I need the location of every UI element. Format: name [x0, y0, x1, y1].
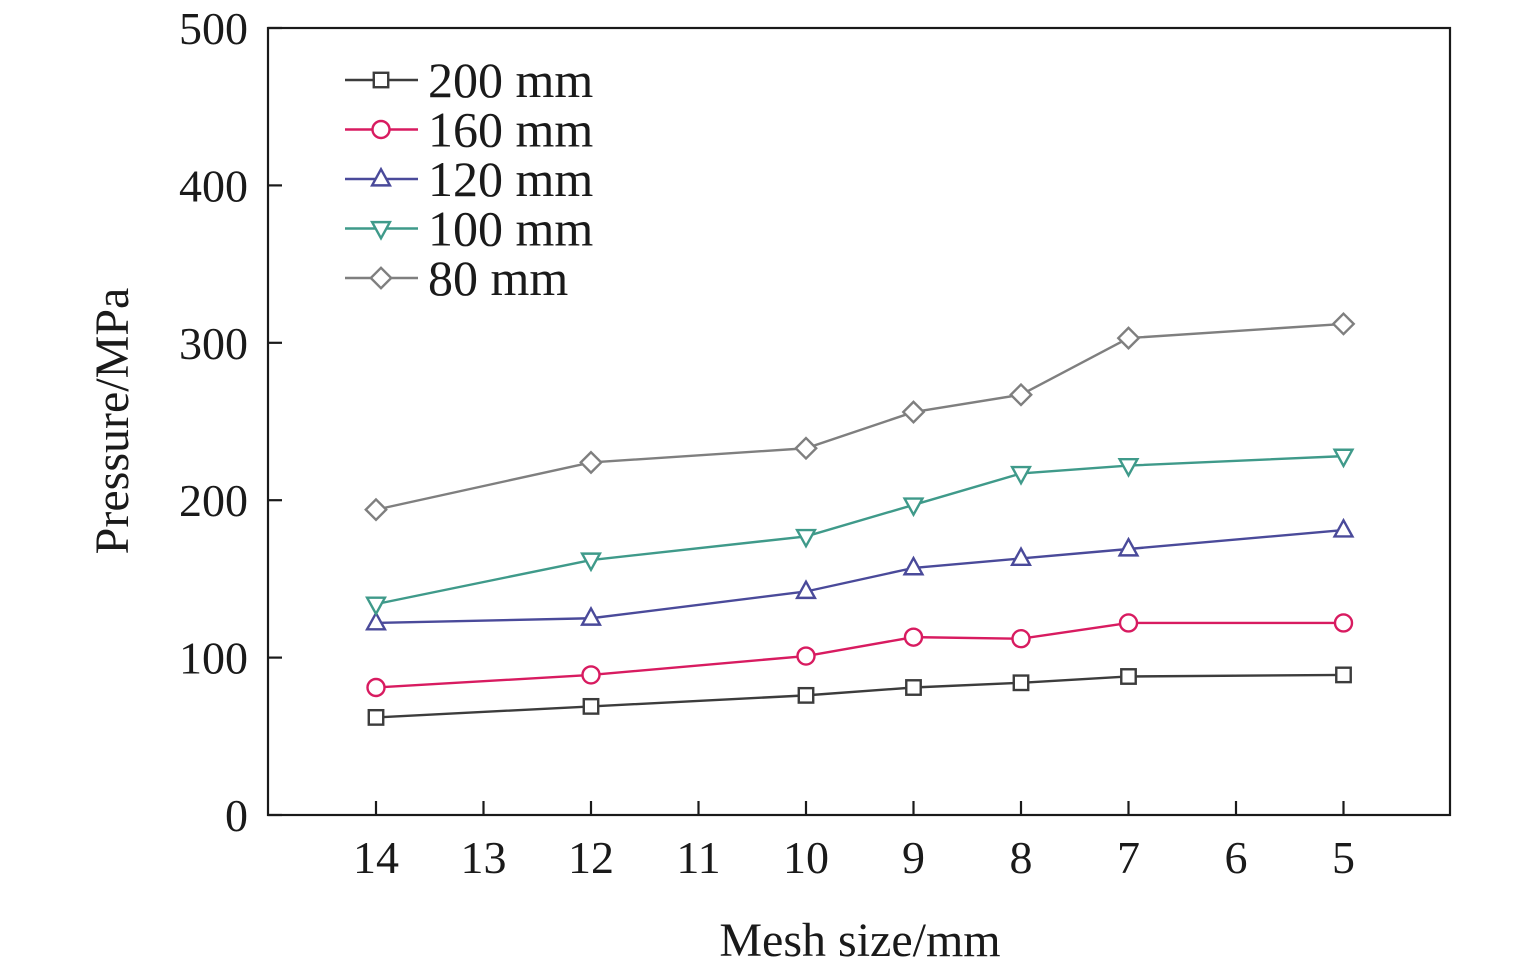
square-marker	[1012, 674, 1030, 692]
triangle-down-marker	[1117, 457, 1140, 478]
circle-marker	[903, 627, 924, 647]
series-layer	[364, 312, 1356, 726]
legend-entry: 160 mm	[345, 102, 593, 158]
diamond-marker	[579, 450, 603, 475]
x-tick-label: 7	[1117, 832, 1140, 883]
series-100-mm	[365, 448, 1355, 617]
triangle-up-marker	[1332, 517, 1355, 538]
y-tick-label: 0	[225, 790, 248, 841]
y-tick-label: 400	[179, 160, 248, 211]
diamond-marker	[1009, 382, 1033, 407]
square-marker	[582, 697, 600, 715]
circle-marker	[581, 665, 601, 685]
x-tick-label: 11	[676, 832, 720, 883]
triangle-up-marker	[580, 605, 602, 626]
legend-label: 80 mm	[428, 250, 568, 306]
y-tick-label: 300	[179, 318, 248, 369]
legend-label: 160 mm	[428, 102, 593, 158]
triangle-down-marker	[365, 596, 387, 617]
circle-marker	[371, 119, 391, 140]
x-axis-label: Mesh size/mm	[719, 914, 1000, 967]
x-axis: 14 13 12 11 10 9 8 7 6 5	[353, 801, 1355, 883]
square-marker	[1335, 666, 1352, 684]
series-160-mm	[366, 613, 1354, 698]
x-tick-label: 10	[783, 832, 829, 883]
circle-marker	[1333, 613, 1354, 633]
legend-entry: 80 mm	[345, 250, 568, 306]
triangle-up-marker	[1117, 536, 1140, 557]
x-tick-label: 14	[353, 832, 399, 883]
triangle-up-marker	[902, 555, 925, 576]
triangle-up-marker	[370, 166, 392, 187]
legend-entry: 200 mm	[345, 52, 593, 108]
diamond-marker	[794, 436, 818, 461]
triangle-up-marker	[1010, 546, 1032, 567]
diamond-marker	[901, 400, 926, 424]
square-marker	[905, 679, 922, 696]
square-marker	[1120, 668, 1137, 685]
series-line	[375, 621, 1344, 689]
legend-entry: 120 mm	[345, 151, 593, 207]
circle-marker	[1011, 629, 1031, 649]
circle-marker	[796, 646, 816, 666]
x-tick-label: 5	[1332, 832, 1355, 883]
diamond-marker	[1116, 326, 1141, 350]
circle-marker	[366, 677, 386, 698]
series-80-mm	[364, 312, 1356, 522]
legend-entry: 100 mm	[345, 201, 593, 257]
triangle-down-marker	[370, 220, 392, 241]
x-tick-label: 13	[461, 832, 507, 883]
x-tick-label: 9	[902, 832, 925, 883]
legend-label: 100 mm	[428, 201, 593, 257]
y-tick-label: 100	[179, 633, 248, 684]
series-line	[375, 528, 1344, 625]
triangle-down-marker	[902, 497, 925, 518]
legend-label: 200 mm	[428, 52, 593, 108]
y-axis-label: Pressure/MPa	[86, 288, 139, 555]
y-axis: 0 100 200 300 400 500	[179, 3, 282, 841]
triangle-up-marker	[795, 579, 817, 600]
series-line	[375, 322, 1344, 511]
series-line	[375, 673, 1344, 719]
x-tick-label: 12	[568, 832, 614, 883]
triangle-down-marker	[795, 528, 817, 549]
legend-label: 120 mm	[428, 151, 593, 207]
diamond-marker	[1331, 312, 1356, 336]
circle-marker	[1118, 613, 1139, 633]
square-marker	[372, 71, 390, 89]
square-marker	[797, 686, 815, 704]
series-200-mm	[367, 666, 1352, 726]
x-tick-label: 6	[1225, 832, 1248, 883]
diamond-marker	[369, 266, 393, 290]
square-marker	[367, 708, 385, 726]
plot-frame	[266, 26, 1452, 817]
diamond-marker	[364, 497, 388, 522]
triangle-down-marker	[1010, 465, 1032, 486]
triangle-down-marker	[1332, 448, 1355, 469]
x-tick-label: 8	[1010, 832, 1033, 883]
series-120-mm	[365, 517, 1355, 631]
triangle-up-marker	[365, 610, 387, 631]
y-tick-label: 200	[179, 475, 248, 526]
y-tick-label: 500	[179, 3, 248, 54]
triangle-down-marker	[580, 552, 602, 573]
